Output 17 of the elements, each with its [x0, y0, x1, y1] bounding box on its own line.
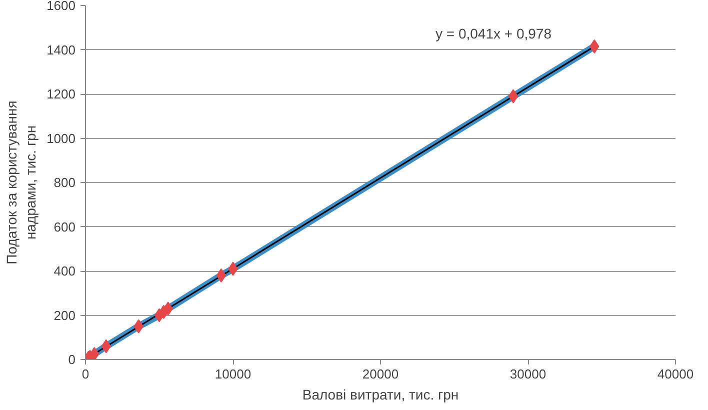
y-tick-label: 200 [54, 308, 76, 323]
x-tick-label: 10000 [214, 366, 252, 382]
x-tick-label: 40000 [657, 366, 694, 382]
x-tick-label: 20000 [362, 366, 399, 382]
annotation: y = 0,041x + 0,978 [436, 26, 552, 42]
x-tick-label: 0 [82, 366, 90, 382]
y-axis-title: Податок за користування надрами, тис. грн [3, 100, 39, 264]
y-tick-label: 800 [54, 175, 76, 190]
y-tick-label: 1000 [46, 130, 76, 146]
x-tick-label: 30000 [510, 366, 546, 382]
y-tick-label: 400 [54, 264, 76, 278]
y-tick-label: 600 [54, 219, 76, 234]
x-axis-title: Валові витрати, тис. грн [302, 386, 459, 402]
y-tick-label: 1400 [46, 42, 76, 58]
y-tick-label: 1600 [46, 0, 76, 13]
y-tick-label: 1200 [46, 86, 76, 102]
y-tick-label: 0 [68, 352, 76, 367]
